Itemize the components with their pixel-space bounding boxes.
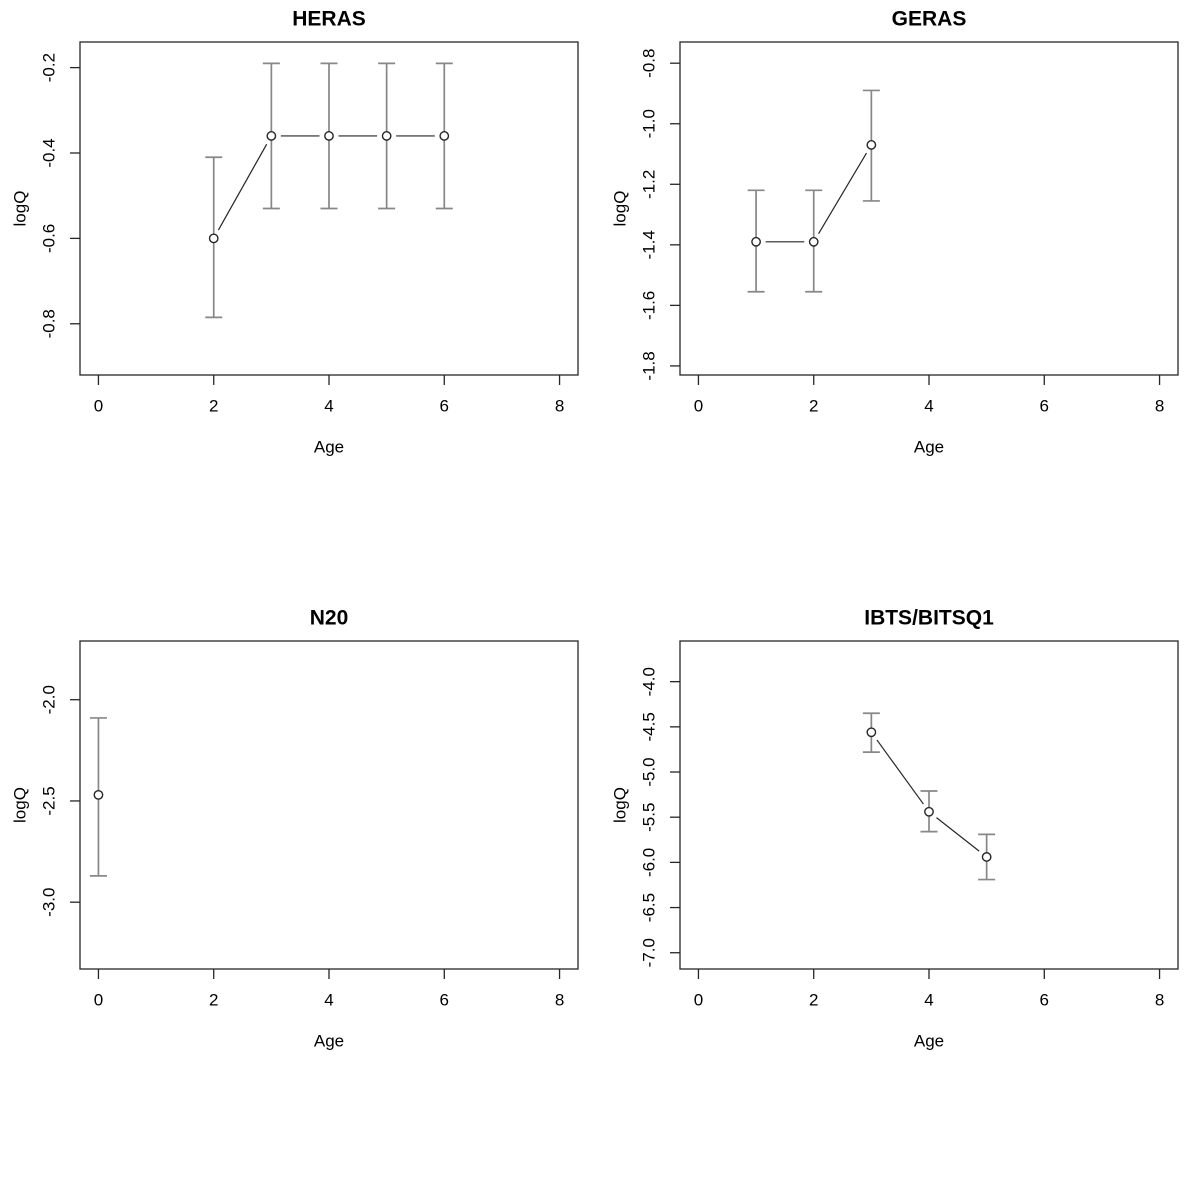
y-tick-label: -1.6 (639, 291, 658, 320)
series-line-segment (818, 152, 868, 234)
y-tick-label: -0.8 (639, 49, 658, 78)
x-tick-label: 6 (440, 396, 449, 415)
y-tick-label: -0.8 (39, 309, 58, 338)
y-tick-label: -6.5 (639, 893, 658, 922)
data-point (866, 727, 877, 738)
y-tick-label: -3.0 (39, 888, 58, 917)
panel-title: HERAS (292, 8, 366, 31)
y-tick-label: -5.0 (639, 757, 658, 786)
y-tick-label: -1.0 (639, 109, 658, 138)
panel-title: IBTS/BITSQ1 (864, 607, 994, 630)
x-axis-title: Age (314, 437, 344, 456)
y-axis-title: logQ (10, 191, 29, 227)
data-point (324, 131, 334, 141)
y-tick-label: -7.0 (639, 938, 658, 967)
y-tick-label: -2.5 (39, 786, 58, 815)
data-point (266, 131, 277, 141)
x-tick-label: 6 (1040, 396, 1049, 415)
x-tick-label: 6 (1040, 990, 1049, 1009)
x-tick-label: 8 (555, 396, 564, 415)
y-tick-label: -5.5 (639, 803, 658, 832)
plot-box (679, 41, 1179, 376)
y-tick-label: -6.0 (639, 848, 658, 877)
y-axis-title: logQ (10, 787, 29, 823)
data-point (381, 131, 392, 141)
data-point (808, 236, 819, 247)
x-tick-label: 2 (809, 396, 818, 415)
y-tick-label: -0.4 (39, 138, 58, 167)
x-tick-label: 6 (440, 990, 449, 1009)
x-tick-label: 8 (1155, 990, 1164, 1009)
x-tick-label: 2 (209, 396, 218, 415)
y-tick-label: -2.0 (39, 685, 58, 714)
y-tick-label: -1.4 (639, 230, 658, 259)
x-tick-label: 2 (209, 990, 218, 1009)
x-tick-label: 8 (555, 990, 564, 1009)
y-axis-title: logQ (610, 787, 629, 823)
data-point (751, 236, 761, 247)
x-tick-label: 2 (809, 990, 818, 1009)
x-tick-label: 4 (324, 990, 333, 1009)
y-axis-title: logQ (610, 191, 629, 227)
series-line-segment (876, 739, 924, 805)
x-axis-title: Age (314, 1031, 344, 1050)
panel-heras: 0 2 4 6 8 -0.2 -0.4 -0.6 -0.8 HERAS Age logQ (10, 8, 579, 456)
x-tick-label: 0 (694, 396, 703, 415)
panel-n20: 0 2 4 6 8 -2.0 -2.5 -3.0 N20 Age logQ (10, 607, 579, 1050)
data-point (93, 789, 104, 800)
panel-title: GERAS (892, 8, 967, 31)
y-tick-label: -0.6 (39, 224, 58, 253)
y-tick-label: -1.2 (639, 170, 658, 199)
x-tick-label: 4 (924, 396, 933, 415)
x-tick-label: 4 (924, 990, 933, 1009)
y-tick-label: -0.2 (39, 53, 58, 82)
panel-title: N20 (310, 607, 349, 630)
panel-ibts-bitsq1: 0 2 4 6 8 -4.0 -4.5 -5.0 -5.5 -6.0 -6.5 -7.0 IBTS/BI… (610, 607, 1179, 1050)
series-line-segment (936, 817, 980, 852)
data-point (208, 233, 219, 244)
x-axis-title: Age (914, 437, 944, 456)
data-point (981, 852, 992, 862)
x-tick-label: 4 (324, 396, 333, 415)
x-tick-label: 0 (94, 396, 103, 415)
data-point (439, 131, 450, 141)
series-line-segment (217, 143, 268, 231)
y-tick-label: -4.0 (639, 667, 658, 696)
y-tick-label: -4.5 (639, 712, 658, 741)
data-point (866, 140, 877, 150)
x-tick-label: 0 (94, 990, 103, 1009)
x-tick-label: 0 (694, 990, 703, 1009)
data-point (924, 806, 934, 817)
x-tick-label: 8 (1155, 396, 1164, 415)
plot-box (79, 640, 579, 970)
x-axis-title: Age (914, 1031, 944, 1050)
y-tick-label: -1.8 (639, 351, 658, 380)
panel-geras: 0 2 4 6 8 -0.8 -1.0 -1.2 -1.4 -1.6 -1.8 GERAS Age log… (610, 8, 1179, 456)
